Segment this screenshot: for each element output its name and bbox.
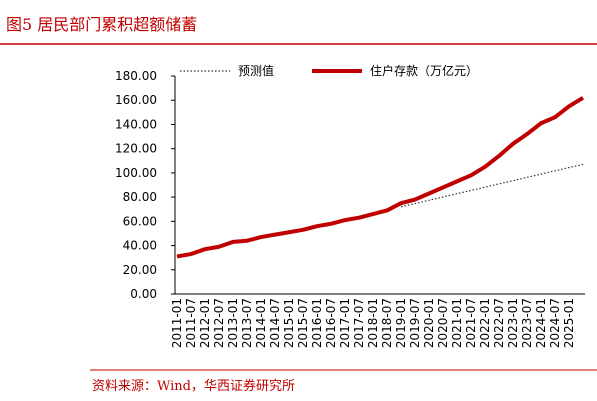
x-tick-label: 2017-07 <box>352 298 366 348</box>
chart-title: 图5 居民部门累积超额储蓄 <box>6 15 197 34</box>
series-line <box>176 96 585 259</box>
x-tick-label: 2018-07 <box>380 298 394 348</box>
x-tick-label: 2014-01 <box>254 298 268 348</box>
x-tick-label: 2022-07 <box>492 298 506 348</box>
x-tick-label: 2017-01 <box>338 298 352 348</box>
x-tick-label: 2011-07 <box>184 298 198 348</box>
y-tick-label: 0.00 <box>130 287 157 301</box>
y-tick-label: 60.00 <box>123 214 157 228</box>
x-tick-label: 2025-01 <box>562 298 576 348</box>
y-tick-label: 160.00 <box>115 93 157 107</box>
x-tick-label: 2016-01 <box>310 298 324 348</box>
series-line <box>400 163 584 208</box>
x-tick-label: 2012-07 <box>212 298 226 348</box>
x-tick-label: 2021-01 <box>450 298 464 348</box>
x-tick-label: 2015-01 <box>282 298 296 348</box>
x-tick-label: 2014-07 <box>268 298 282 348</box>
y-tick-label: 80.00 <box>123 190 157 204</box>
y-tick-label: 100.00 <box>115 166 157 180</box>
x-tick-label: 2015-07 <box>296 298 310 348</box>
y-tick-label: 120.00 <box>115 142 157 156</box>
x-tick-label: 2013-01 <box>226 298 240 348</box>
x-tick-label: 2020-07 <box>436 298 450 348</box>
legend-label: 住户存款（万亿元） <box>370 63 478 78</box>
y-tick-label: 180.00 <box>115 69 157 83</box>
legend-label: 预测值 <box>238 63 274 78</box>
x-tick-label: 2018-01 <box>366 298 380 348</box>
source: 资料来源：Wind，华西证券研究所 <box>92 378 295 394</box>
y-tick-label: 20.00 <box>123 263 157 277</box>
y-tick-label: 40.00 <box>123 239 157 253</box>
x-tick-label: 2011-01 <box>170 298 184 348</box>
x-tick-label: 2020-01 <box>422 298 436 348</box>
x-tick-label: 2024-01 <box>534 298 548 348</box>
x-tick-label: 2021-07 <box>464 298 478 348</box>
x-tick-label: 2023-01 <box>506 298 520 348</box>
x-tick-label: 2019-01 <box>394 298 408 348</box>
x-tick-label: 2012-01 <box>198 298 212 348</box>
x-tick-label: 2019-07 <box>408 298 422 348</box>
x-tick-label: 2023-07 <box>520 298 534 348</box>
x-tick-label: 2024-07 <box>548 298 562 348</box>
x-tick-label: 2016-07 <box>324 298 338 348</box>
x-tick-label: 2022-01 <box>478 298 492 348</box>
y-tick-label: 140.00 <box>115 117 157 131</box>
x-tick-label: 2013-07 <box>240 298 254 348</box>
